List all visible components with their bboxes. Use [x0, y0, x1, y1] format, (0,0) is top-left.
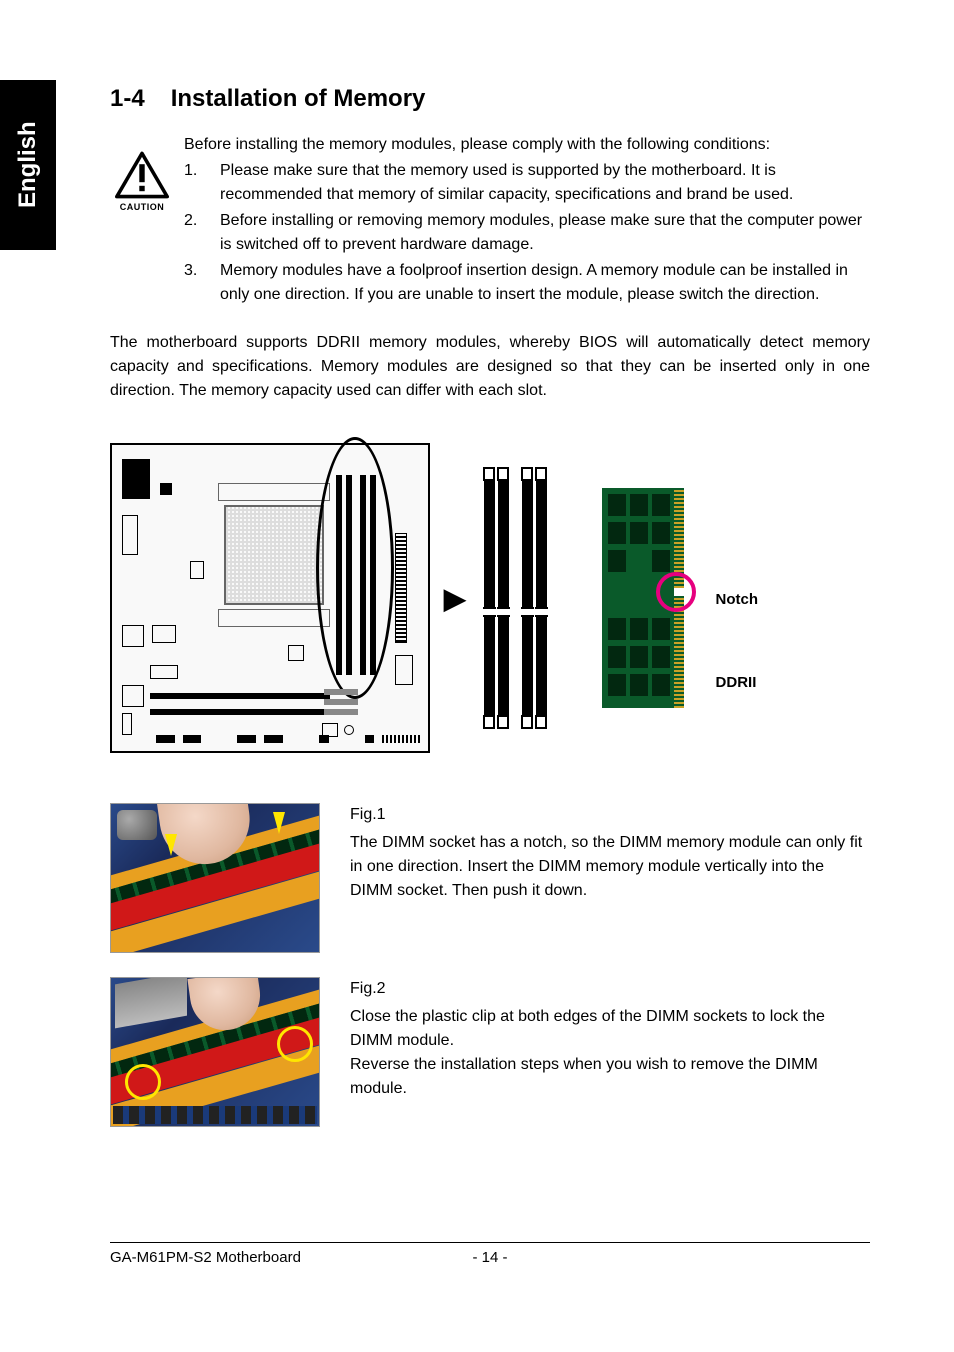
figure-body: Close the plastic clip at both edges of …	[350, 1005, 870, 1053]
caution-icon-wrap: CAUTION	[110, 133, 174, 212]
item-number: 3.	[184, 259, 220, 307]
page-footer: GA-M61PM-S2 Motherboard - 14 -	[110, 1242, 870, 1266]
item-text: Before installing or removing memory mod…	[220, 209, 870, 257]
section-title: Installation of Memory	[171, 85, 426, 112]
list-item: 2. Before installing or removing memory …	[184, 209, 870, 257]
footer-page-number: - 14 -	[450, 1249, 530, 1266]
figure-body: The DIMM socket has a notch, so the DIMM…	[350, 831, 870, 903]
figure-2-photo	[110, 977, 320, 1127]
arrow-down-icon	[165, 834, 177, 856]
item-number: 1.	[184, 159, 220, 207]
highlight-circle-icon	[125, 1064, 161, 1100]
numbered-list: 1. Please make sure that the memory used…	[184, 159, 870, 307]
caution-label: CAUTION	[110, 202, 174, 212]
body-paragraph: The motherboard supports DDRII memory mo…	[110, 331, 870, 403]
figure-caption: Fig.2	[350, 977, 870, 1001]
figure-2-text: Fig.2 Close the plastic clip at both edg…	[350, 977, 870, 1127]
ram-highlight-circle	[316, 437, 394, 699]
intro-text: Before installing the memory modules, pl…	[174, 133, 870, 309]
figure-1-text: Fig.1 The DIMM socket has a notch, so th…	[350, 803, 870, 953]
dimm-module-diagram	[592, 488, 702, 708]
arrow-down-icon	[273, 812, 285, 834]
highlight-circle-icon	[277, 1026, 313, 1062]
caution-icon	[115, 186, 169, 203]
section-heading: 1-4 Installation of Memory	[110, 85, 870, 113]
motherboard-schematic	[110, 443, 430, 753]
language-tab: English	[0, 80, 56, 250]
figure-1-row: Fig.1 The DIMM socket has a notch, so th…	[110, 803, 870, 953]
cpu-socket-icon	[224, 505, 324, 605]
ddrii-label: DDRII	[716, 674, 786, 691]
page-content: 1-4 Installation of Memory CAUTION Before…	[110, 85, 870, 1127]
arrow-right-icon: ▶	[444, 582, 466, 615]
item-text: Memory modules have a foolproof insertio…	[220, 259, 870, 307]
figure-body: Reverse the installation steps when you …	[350, 1053, 870, 1101]
figure-1-photo	[110, 803, 320, 953]
item-number: 2.	[184, 209, 220, 257]
list-item: 1. Please make sure that the memory used…	[184, 159, 870, 207]
list-item: 3. Memory modules have a foolproof inser…	[184, 259, 870, 307]
intro-lead: Before installing the memory modules, pl…	[184, 133, 870, 157]
item-text: Please make sure that the memory used is…	[220, 159, 870, 207]
motherboard-diagram-row: ▶ Notch DDRII	[110, 443, 870, 753]
figure-2-row: Fig.2 Close the plastic clip at both edg…	[110, 977, 870, 1127]
section-number: 1-4	[110, 85, 145, 112]
notch-label: Notch	[716, 591, 786, 608]
diagram-labels: Notch DDRII	[716, 505, 786, 691]
footer-model: GA-M61PM-S2 Motherboard	[110, 1249, 450, 1266]
ram-slots-closeup	[480, 467, 568, 729]
notch-highlight-circle	[656, 572, 696, 612]
caution-block: CAUTION Before installing the memory mod…	[110, 133, 870, 309]
figure-caption: Fig.1	[350, 803, 870, 827]
